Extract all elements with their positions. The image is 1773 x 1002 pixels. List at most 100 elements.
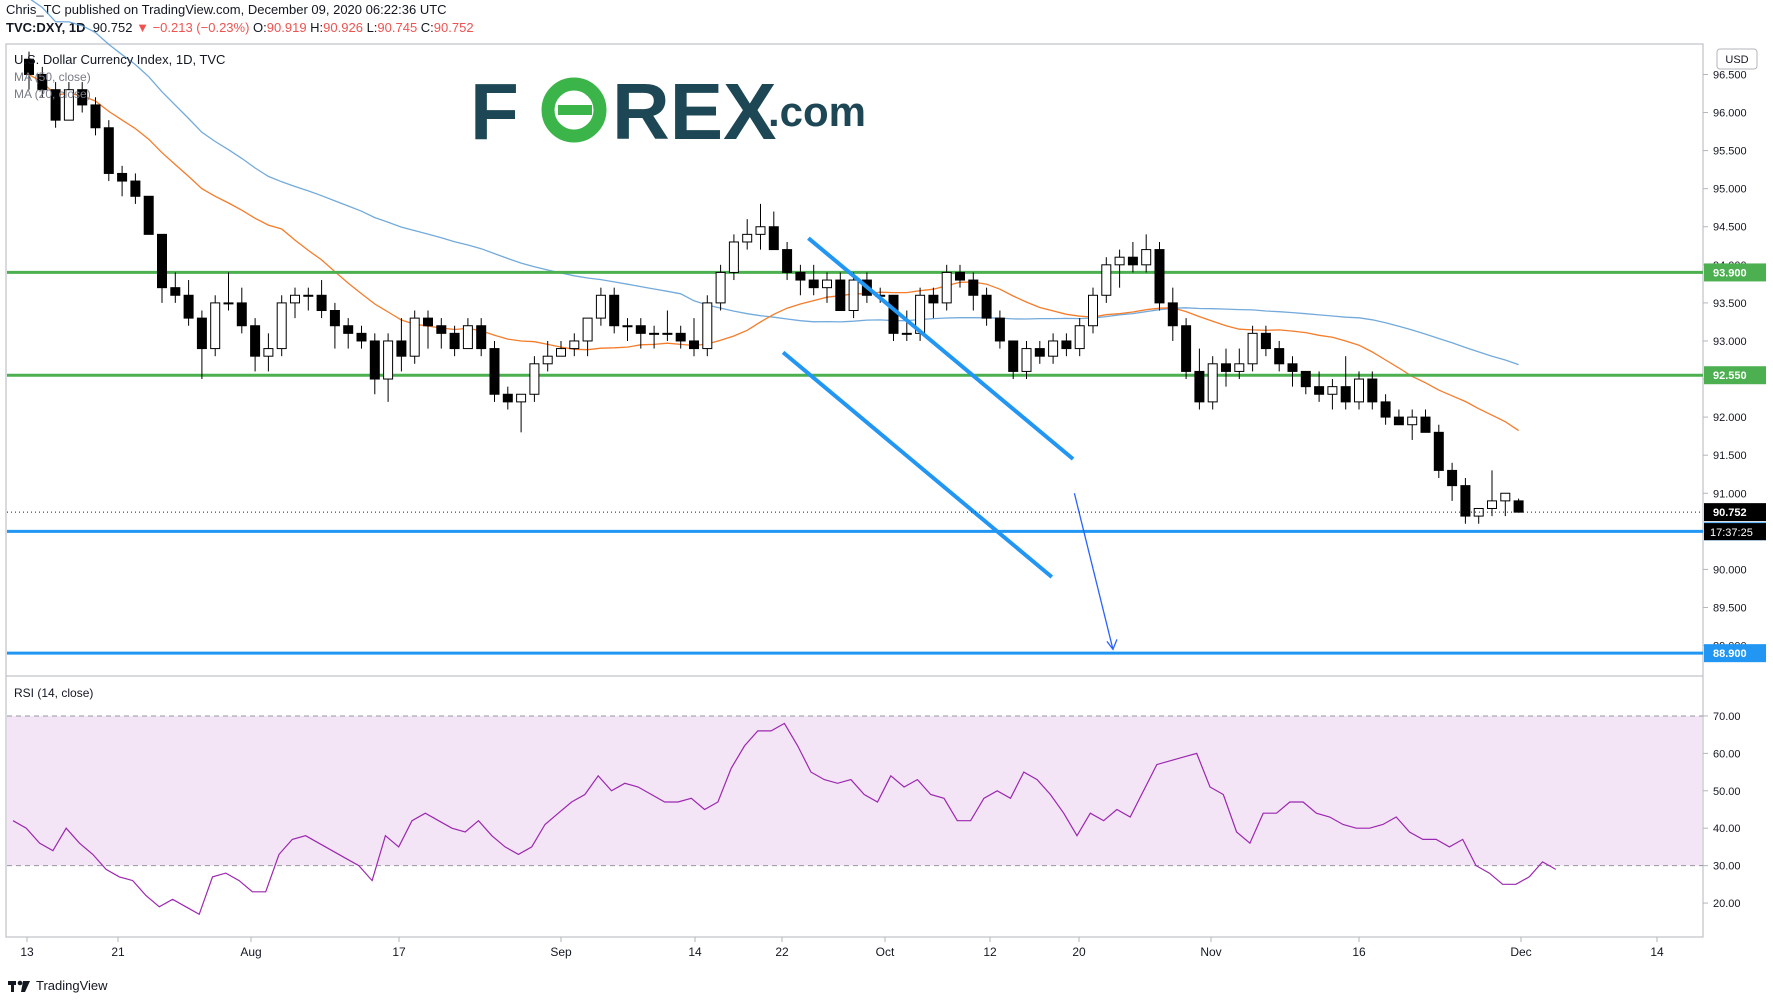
candle-down bbox=[236, 302, 247, 327]
price-tick-label: 90.000 bbox=[1713, 564, 1747, 576]
candle-up bbox=[210, 302, 221, 350]
price-tick-label: 89.500 bbox=[1713, 602, 1747, 614]
candle-up bbox=[755, 226, 766, 235]
symbol-name: TVC:DXY, 1D bbox=[6, 20, 86, 35]
time-tick-label: Oct bbox=[876, 945, 895, 959]
candle-down bbox=[675, 332, 686, 342]
candle-up bbox=[1114, 256, 1125, 266]
candle-down bbox=[835, 279, 846, 312]
candle-down bbox=[1513, 500, 1524, 513]
channel-upper-line bbox=[807, 236, 1075, 461]
candle-down bbox=[356, 332, 367, 342]
logo-text-f: F bbox=[470, 67, 519, 156]
candle-up bbox=[662, 332, 673, 335]
candle-up bbox=[303, 294, 314, 297]
candle-down bbox=[981, 294, 992, 319]
candle-up bbox=[223, 302, 234, 305]
candle-up bbox=[822, 279, 832, 289]
price-tick-label: 96.000 bbox=[1713, 108, 1747, 120]
time-tick-label: Nov bbox=[1200, 945, 1221, 959]
candle-down bbox=[170, 287, 181, 296]
time-tick-label: 21 bbox=[111, 945, 125, 959]
candle-up bbox=[1234, 363, 1245, 372]
candle-up bbox=[941, 271, 952, 304]
candle-down bbox=[808, 279, 819, 289]
candles bbox=[24, 51, 1524, 524]
candle-down bbox=[343, 325, 354, 334]
last-price-label: 90.752 bbox=[1713, 507, 1747, 519]
level-badge bbox=[1704, 366, 1766, 385]
time-tick-label: 16 bbox=[1352, 945, 1366, 959]
rsi-line bbox=[12, 722, 1557, 916]
candle-down bbox=[183, 294, 194, 319]
candle-down bbox=[1154, 249, 1165, 304]
candle-down bbox=[955, 271, 965, 281]
rsi-tick-label: 50.00 bbox=[1713, 786, 1741, 798]
rsi-legend: RSI (14, close) bbox=[14, 686, 93, 700]
candle-down bbox=[1420, 416, 1431, 433]
candle-up bbox=[63, 89, 74, 121]
price-tick-label: 96.500 bbox=[1713, 69, 1747, 81]
candle-down bbox=[609, 294, 620, 327]
candle-down bbox=[1314, 386, 1325, 395]
currency-label: USD bbox=[1725, 54, 1748, 66]
candle-down bbox=[1221, 363, 1231, 372]
candle-down bbox=[1460, 485, 1471, 517]
time-tick-label: 22 bbox=[775, 945, 789, 959]
currency-box bbox=[1716, 48, 1758, 70]
candle-up bbox=[1247, 332, 1258, 365]
candle-up bbox=[1327, 386, 1338, 395]
rsi-axis: 70.00 60.00 50.00 40.00 30.00 20.00 bbox=[1703, 711, 1741, 910]
candle-down bbox=[1274, 348, 1285, 365]
candle-down bbox=[1061, 340, 1072, 350]
time-tick-label: Sep bbox=[550, 945, 572, 959]
price-tick-label: 92.000 bbox=[1713, 412, 1747, 424]
low-value: 90.745 bbox=[377, 20, 418, 35]
candle-up bbox=[1048, 340, 1059, 357]
price-axis[interactable]: 96.50096.00095.50095.00094.50094.00093.5… bbox=[1703, 69, 1747, 653]
projection-arrow bbox=[1073, 493, 1114, 650]
candle-down bbox=[1127, 256, 1138, 266]
time-tick-label: 14 bbox=[688, 945, 702, 959]
time-axis[interactable]: 13 21 Aug 17 Sep 14 22 Oct 12 20 Nov 16 Dec 14 bbox=[20, 937, 1664, 959]
candle-down bbox=[782, 249, 793, 273]
level-badge bbox=[1704, 644, 1766, 663]
rsi-tick-label: 60.00 bbox=[1713, 748, 1741, 760]
candle-down bbox=[1447, 469, 1458, 487]
open-value: 90.919 bbox=[266, 20, 307, 35]
high-label: H: bbox=[310, 20, 324, 35]
legend-ma20: MA (20, close) bbox=[14, 87, 91, 101]
tradingview-footer[interactable]: TradingView bbox=[8, 978, 108, 993]
forex-logo: F REX .com bbox=[470, 67, 866, 156]
close-label: C: bbox=[420, 20, 434, 35]
price-change: ▼ −0.213 (−0.23%) bbox=[136, 20, 250, 35]
ma20-line bbox=[28, 73, 1519, 432]
candle-down bbox=[24, 58, 34, 75]
logo-text-com: .com bbox=[768, 88, 866, 135]
trend-annotations bbox=[781, 236, 1118, 651]
candle-up bbox=[1500, 492, 1511, 502]
candle-down bbox=[1287, 363, 1298, 372]
price-tick-label: 91.000 bbox=[1713, 488, 1747, 500]
candle-up bbox=[742, 233, 753, 243]
candle-down bbox=[117, 172, 128, 182]
candle-up bbox=[848, 279, 859, 312]
last-price: 90.752 bbox=[92, 20, 133, 35]
candle-down bbox=[196, 317, 207, 350]
ma50-line bbox=[30, 0, 1519, 366]
time-tick-label: 13 bbox=[20, 945, 34, 959]
candle-up bbox=[901, 332, 912, 335]
price-tick-label: 93.500 bbox=[1713, 298, 1747, 310]
candle-up bbox=[263, 348, 274, 357]
time-tick-label: 20 bbox=[1072, 945, 1086, 959]
candle-up bbox=[290, 294, 300, 304]
candle-down bbox=[37, 73, 48, 91]
price-tick-label: 93.000 bbox=[1713, 336, 1747, 348]
candle-down bbox=[396, 340, 407, 357]
candle-up bbox=[1407, 416, 1418, 426]
candle-down bbox=[157, 233, 167, 289]
candle-down bbox=[329, 310, 340, 327]
candle-up bbox=[1101, 264, 1112, 296]
